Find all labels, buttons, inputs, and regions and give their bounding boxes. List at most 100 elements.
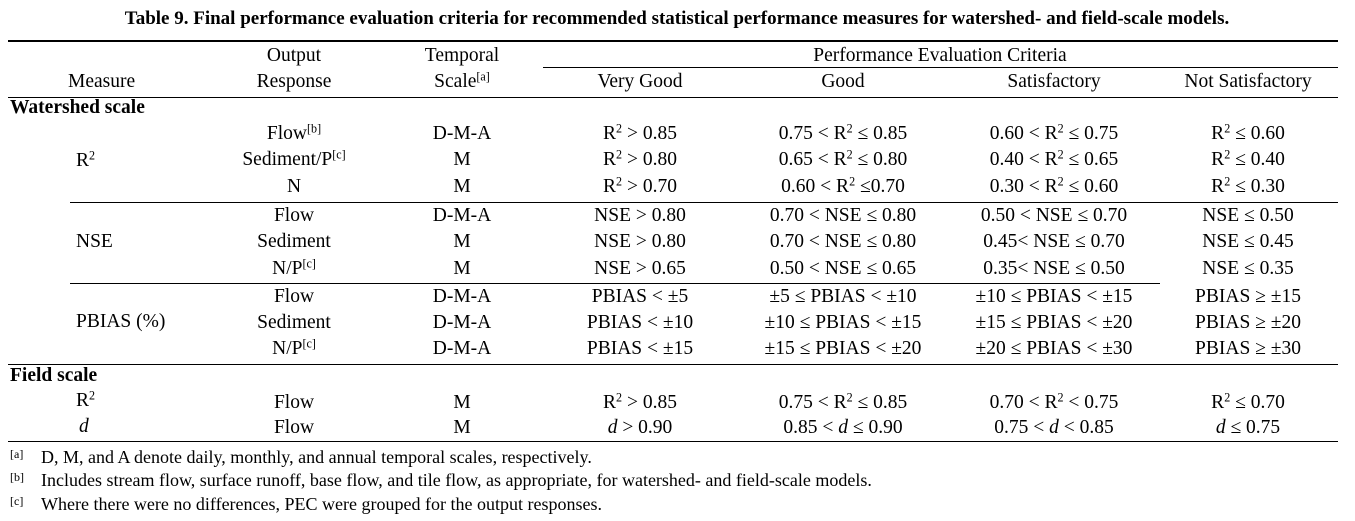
- footnote-c-mark: [c]: [10, 494, 24, 508]
- measure-field-r2: R2: [76, 388, 96, 411]
- footnote-ref: [c]: [302, 256, 316, 271]
- temporal-scale-cell: M: [453, 258, 471, 279]
- very-good-cell: R2 > 0.85: [603, 121, 677, 144]
- satisfactory-cell: 0.35< NSE ≤ 0.50: [983, 258, 1125, 279]
- output-response-cell: Sediment: [257, 312, 331, 333]
- temporal-scale-cell: D-M-A: [432, 338, 492, 359]
- good-cell: ±5 ≤ PBIAS < ±10: [769, 286, 917, 307]
- header-measure: Measure: [68, 71, 136, 92]
- section-field: Field scale: [10, 365, 98, 386]
- very-good-cell: R2 > 0.85: [603, 390, 677, 413]
- footnote-ref: [c]: [302, 336, 316, 351]
- not-satisfactory-cell: PBIAS ≥ ±15: [1195, 286, 1301, 307]
- satisfactory-cell: ±10 ≤ PBIAS < ±15: [975, 286, 1133, 307]
- satisfactory-cell: 0.75 < d < 0.85: [994, 417, 1114, 438]
- not-satisfactory-cell: R2 ≤ 0.70: [1211, 390, 1285, 413]
- footnote-a-mark: [a]: [10, 447, 24, 461]
- footnote-ref: [b]: [307, 121, 322, 136]
- footnote-a-text: D, M, and A denote daily, monthly, and a…: [41, 447, 592, 467]
- good-cell: 0.85 < d ≤ 0.90: [783, 417, 903, 438]
- very-good-cell: NSE > 0.80: [594, 205, 686, 226]
- table-bottom-rule: [8, 441, 1338, 442]
- watershed-field-rule: [8, 364, 1338, 365]
- footnote-b-mark: [b]: [10, 470, 24, 484]
- temporal-scale-cell: M: [453, 231, 471, 252]
- r2-nse-rule: [70, 202, 1338, 203]
- good-cell: 0.60 < R2 ≤0.70: [781, 174, 905, 197]
- output-response-cell: N/P[c]: [272, 256, 316, 279]
- header-output-line1: Output: [266, 45, 322, 66]
- temporal-scale-cell: D-M-A: [432, 312, 492, 333]
- very-good-cell: NSE > 0.80: [594, 231, 686, 252]
- section-watershed: Watershed scale: [10, 97, 145, 118]
- output-response-cell: Flow: [273, 205, 315, 226]
- temporal-scale-cell: D-M-A: [432, 286, 492, 307]
- header-good: Good: [821, 71, 865, 92]
- header-output-line2: Response: [256, 71, 332, 92]
- measure-pbias: PBIAS (%): [76, 311, 166, 332]
- good-cell: 0.75 < R2 ≤ 0.85: [778, 390, 908, 413]
- very-good-cell: PBIAS < ±5: [591, 286, 689, 307]
- satisfactory-cell: 0.40 < R2 ≤ 0.65: [989, 147, 1119, 170]
- output-response-cell: Flow: [273, 286, 315, 307]
- temporal-scale-cell: M: [453, 149, 471, 170]
- good-cell: 0.70 < NSE ≤ 0.80: [769, 205, 917, 226]
- not-satisfactory-cell: R2 ≤ 0.60: [1211, 121, 1285, 144]
- output-response-cell: Sediment/P[c]: [242, 147, 346, 170]
- not-satisfactory-cell: R2 ≤ 0.40: [1211, 147, 1285, 170]
- header-not-satisfactory: Not Satisfactory: [1184, 71, 1312, 92]
- satisfactory-cell: 0.70 < R2 < 0.75: [989, 390, 1119, 413]
- not-satisfactory-cell: NSE ≤ 0.45: [1202, 231, 1294, 252]
- measure-field-d: d: [79, 416, 89, 437]
- satisfactory-cell: 0.60 < R2 ≤ 0.75: [989, 121, 1119, 144]
- top-rule: [8, 40, 1338, 42]
- pec-rule: [543, 67, 1338, 68]
- header-temporal-line1: Temporal: [424, 45, 500, 66]
- header-satisfactory: Satisfactory: [1007, 71, 1101, 92]
- very-good-cell: R2 > 0.70: [603, 174, 677, 197]
- not-satisfactory-cell: NSE ≤ 0.50: [1202, 205, 1294, 226]
- temporal-scale-cell: M: [453, 176, 471, 197]
- temporal-scale-cell: M: [453, 392, 471, 413]
- very-good-cell: PBIAS < ±15: [586, 338, 694, 359]
- not-satisfactory-cell: d ≤ 0.75: [1215, 417, 1281, 438]
- satisfactory-cell: ±20 ≤ PBIAS < ±30: [975, 338, 1133, 359]
- not-satisfactory-cell: PBIAS ≥ ±30: [1195, 338, 1301, 359]
- output-response-cell: Flow[b]: [266, 121, 322, 144]
- very-good-cell: PBIAS < ±10: [586, 312, 694, 333]
- output-response-cell: Flow: [273, 392, 315, 413]
- header-very-good: Very Good: [597, 71, 683, 92]
- temporal-scale-cell: D-M-A: [432, 123, 492, 144]
- temporal-scale-cell: M: [453, 417, 471, 438]
- table-title: Table 9. Final performance evaluation cr…: [124, 8, 1230, 29]
- good-cell: ±15 ≤ PBIAS < ±20: [764, 338, 922, 359]
- good-cell: 0.50 < NSE ≤ 0.65: [769, 258, 917, 279]
- satisfactory-cell: 0.30 < R2 ≤ 0.60: [989, 174, 1119, 197]
- temporal-scale-cell: D-M-A: [432, 205, 492, 226]
- good-cell: 0.75 < R2 ≤ 0.85: [778, 121, 908, 144]
- measure-nse: NSE: [76, 231, 113, 252]
- nse-pbias-rule: [70, 283, 1160, 284]
- very-good-cell: R2 > 0.80: [603, 147, 677, 170]
- header-pec: Performance Evaluation Criteria: [813, 45, 1067, 66]
- satisfactory-cell: ±15 ≤ PBIAS < ±20: [975, 312, 1133, 333]
- output-response-cell: N: [286, 176, 302, 197]
- good-cell: 0.65 < R2 ≤ 0.80: [778, 147, 908, 170]
- header-temporal-line2: Scale[a]: [434, 69, 490, 92]
- footnote-ref: [c]: [332, 147, 346, 162]
- satisfactory-cell: 0.50 < NSE ≤ 0.70: [980, 205, 1128, 226]
- output-response-cell: Sediment: [257, 231, 331, 252]
- very-good-cell: NSE > 0.65: [594, 258, 686, 279]
- satisfactory-cell: 0.45< NSE ≤ 0.70: [983, 231, 1125, 252]
- footnote-c-text: Where there were no differences, PEC wer…: [41, 494, 602, 514]
- very-good-cell: d > 0.90: [607, 417, 673, 438]
- good-cell: ±10 ≤ PBIAS < ±15: [764, 312, 922, 333]
- header-bottom-rule: [8, 97, 1338, 98]
- good-cell: 0.70 < NSE ≤ 0.80: [769, 231, 917, 252]
- output-response-cell: Flow: [273, 417, 315, 438]
- not-satisfactory-cell: NSE ≤ 0.35: [1202, 258, 1294, 279]
- not-satisfactory-cell: R2 ≤ 0.30: [1211, 174, 1285, 197]
- not-satisfactory-cell: PBIAS ≥ ±20: [1195, 312, 1301, 333]
- footnote-b-text: Includes stream flow, surface runoff, ba…: [41, 470, 872, 490]
- output-response-cell: N/P[c]: [272, 336, 316, 359]
